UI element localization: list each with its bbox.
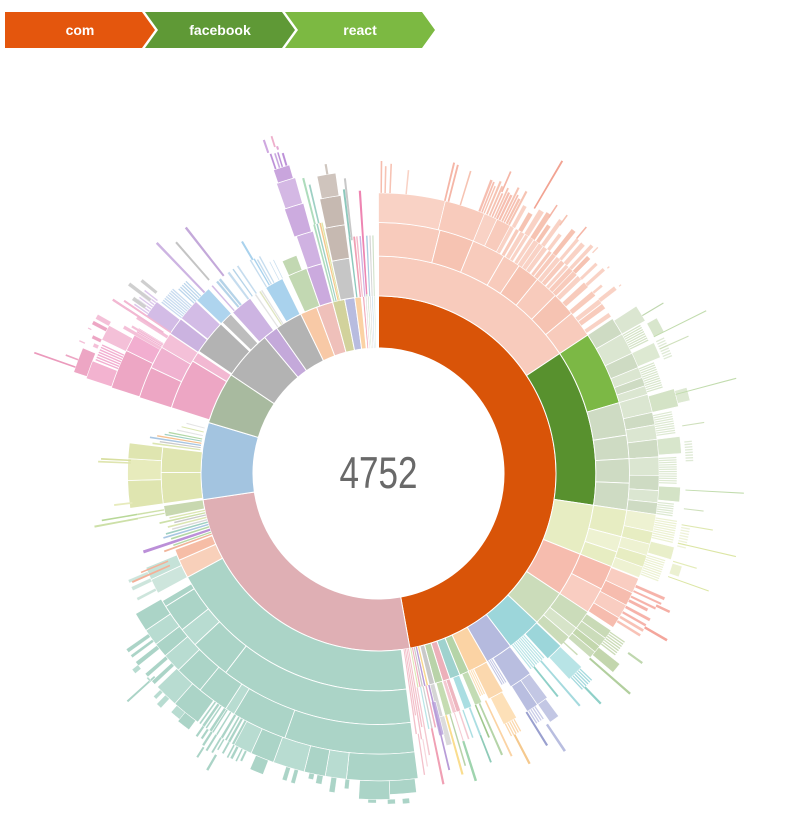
svg-text:4752: 4752 [340, 449, 418, 498]
svg-text:facebook: facebook [189, 22, 251, 38]
svg-text:com: com [66, 22, 95, 38]
svg-text:react: react [343, 22, 377, 38]
